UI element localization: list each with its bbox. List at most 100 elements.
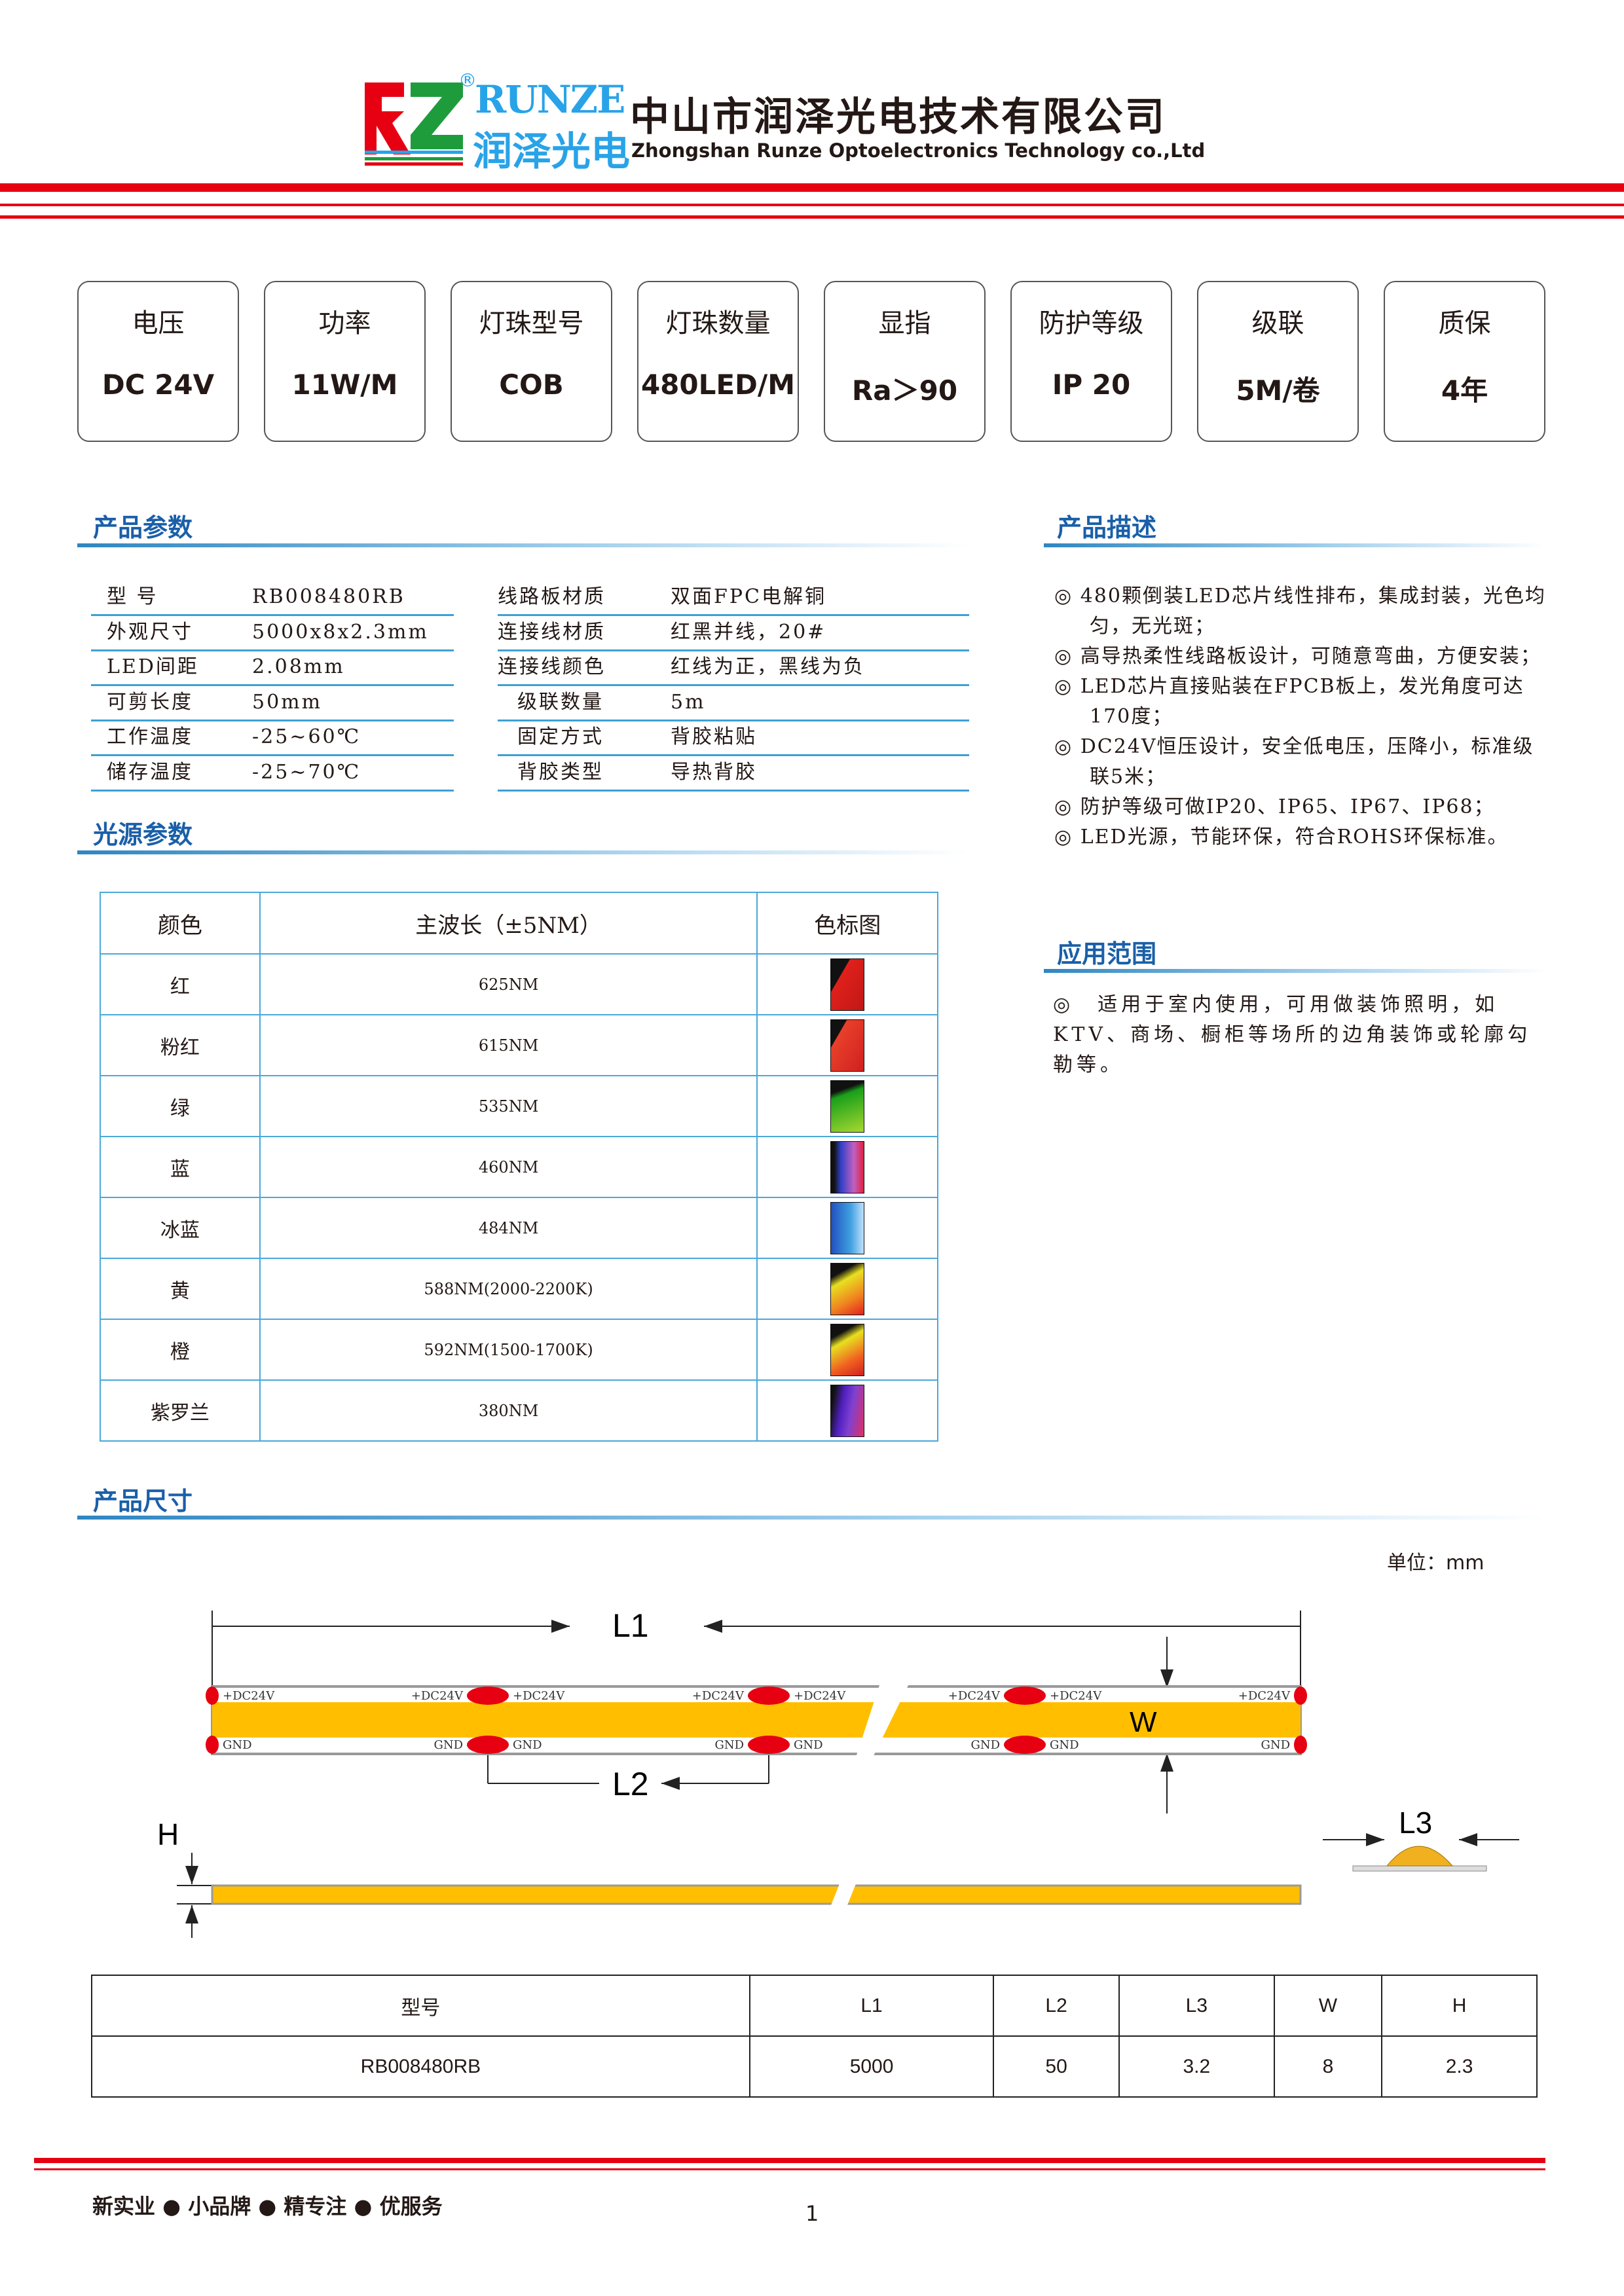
solder-pad bbox=[467, 1686, 509, 1705]
table-row: 冰蓝 484NM bbox=[100, 1197, 938, 1259]
table-cell: 8 bbox=[1273, 2035, 1383, 2098]
color-name: 紫罗兰 bbox=[100, 1379, 261, 1442]
param-row: 储存温度 -25~70℃ bbox=[91, 757, 454, 792]
color-chart-cell bbox=[756, 1197, 938, 1259]
table-row: 红 625NM bbox=[100, 953, 938, 1015]
solder-pad bbox=[206, 1736, 219, 1754]
brand-name: RUNZE bbox=[475, 77, 625, 122]
spec-label: 显指 bbox=[878, 308, 931, 338]
company-name-cn: 中山市润泽光电技术有限公司 bbox=[630, 94, 1166, 140]
footer-divider bbox=[34, 2158, 1545, 2163]
rz-logo-mark bbox=[365, 82, 463, 166]
dimension-table: 型号 L1 L2 L3 W H RB008480RB 5000 50 3.2 8 2.3 bbox=[91, 1975, 1538, 2098]
solder-pad bbox=[748, 1686, 790, 1705]
param-row: 外观尺寸 5000x8x2.3mm bbox=[91, 617, 454, 651]
color-chart-cell bbox=[756, 1136, 938, 1198]
param-value: 双面FPC电解铜 bbox=[671, 585, 826, 608]
solder-pad bbox=[1004, 1736, 1046, 1754]
table-cell: 5000 bbox=[748, 2035, 995, 2098]
pad-label: +DC24V bbox=[948, 1689, 1001, 1703]
param-row: 连接线材质 红黑并线，20# bbox=[498, 617, 969, 651]
label-h: H bbox=[157, 1817, 179, 1851]
spec-card: 电压 DC 24V bbox=[77, 281, 239, 442]
description-item: ◎ 480颗倒装LED芯片线性排布，集成封装，光色均匀，无光斑； bbox=[1054, 585, 1546, 638]
param-key: LED间距 bbox=[107, 655, 199, 678]
column-header: 型号 bbox=[91, 1975, 750, 2037]
spec-card: 级联 5M/卷 bbox=[1197, 281, 1359, 442]
wavelength: 592NM(1500-1700K) bbox=[259, 1319, 758, 1381]
param-row: LED间距 2.08mm bbox=[91, 651, 454, 686]
param-key: 型 号 bbox=[107, 585, 158, 608]
label-l3: L3 bbox=[1399, 1806, 1432, 1840]
color-name: 绿 bbox=[100, 1075, 261, 1137]
registered-mark: ® bbox=[458, 69, 477, 91]
column-header: 主波长（±5NM） bbox=[259, 892, 758, 955]
param-value: 50mm bbox=[252, 690, 323, 714]
header-divider bbox=[0, 183, 1624, 192]
param-value: 2.08mm bbox=[252, 655, 345, 678]
solder-pad bbox=[467, 1736, 509, 1754]
spec-value: 11W/M bbox=[291, 369, 398, 401]
color-chart-image bbox=[830, 1384, 865, 1437]
param-key: 外观尺寸 bbox=[107, 620, 193, 644]
color-chart-cell bbox=[756, 953, 938, 1015]
color-chart-image bbox=[830, 1201, 865, 1254]
pad-label: +DC24V bbox=[411, 1689, 464, 1703]
led-strip-side-view bbox=[211, 1879, 1302, 1912]
pad-label: GND bbox=[970, 1738, 1000, 1752]
page-number: 1 bbox=[805, 2201, 819, 2226]
header-divider bbox=[0, 204, 1624, 206]
solder-pad bbox=[1294, 1686, 1307, 1705]
color-chart-image bbox=[830, 1019, 865, 1072]
column-header: H bbox=[1381, 1975, 1538, 2037]
spec-value: 480LED/M bbox=[640, 369, 796, 401]
param-value: 导热背胶 bbox=[671, 760, 757, 784]
section-title-light: 光源参数 bbox=[93, 820, 193, 849]
column-header: W bbox=[1273, 1975, 1383, 2037]
param-value: 红线为正，黑线为负 bbox=[671, 655, 865, 678]
description-item: ◎ 防护等级可做IP20、IP65、IP67、IP68； bbox=[1054, 795, 1495, 818]
section-title-description: 产品描述 bbox=[1057, 513, 1157, 542]
section-title-dimensions: 产品尺寸 bbox=[93, 1487, 193, 1516]
param-value: 5m bbox=[671, 690, 706, 714]
color-chart-image bbox=[830, 1323, 865, 1376]
spec-label: 功率 bbox=[318, 308, 371, 338]
solder-pad bbox=[1004, 1686, 1046, 1705]
spec-value: DC 24V bbox=[101, 369, 215, 401]
spec-card: 功率 11W/M bbox=[264, 281, 426, 442]
description-list: ◎ 480颗倒装LED芯片线性排布，集成封装，光色均匀，无光斑； ◎ 高导热柔性线… bbox=[1054, 581, 1552, 852]
param-key: 背胶类型 bbox=[517, 760, 604, 784]
pad-label: +DC24V bbox=[1050, 1689, 1102, 1703]
spec-card: 灯珠数量 480LED/M bbox=[637, 281, 799, 442]
color-name: 冰蓝 bbox=[100, 1197, 261, 1259]
description-item: ◎ LED芯片直接贴装在FPCB板上，发光角度可达170度； bbox=[1054, 675, 1524, 728]
spec-value: IP 20 bbox=[1052, 369, 1131, 401]
color-chart-image bbox=[830, 1262, 865, 1315]
color-chart-cell bbox=[756, 1258, 938, 1320]
footer-divider bbox=[34, 2168, 1545, 2170]
table-row: 粉红 615NM bbox=[100, 1014, 938, 1076]
wavelength: 535NM bbox=[259, 1075, 758, 1137]
param-key: 固定方式 bbox=[517, 725, 604, 748]
table-header-row: 颜色 主波长（±5NM） 色标图 bbox=[100, 892, 938, 955]
light-source-table: 颜色 主波长（±5NM） 色标图红 625NM 粉红 615NM 绿 535NM 蓝 460NM 冰… bbox=[100, 892, 938, 1442]
wavelength: 615NM bbox=[259, 1014, 758, 1076]
section-underline bbox=[77, 850, 968, 854]
spec-label: 灯珠型号 bbox=[479, 308, 584, 338]
pad-label: +DC24V bbox=[513, 1689, 565, 1703]
pad-label: GND bbox=[434, 1738, 463, 1752]
spec-label: 灯珠数量 bbox=[665, 308, 771, 338]
pad-label: GND bbox=[1050, 1738, 1079, 1752]
table-row: 绿 535NM bbox=[100, 1075, 938, 1137]
param-row: 可剪长度 50mm bbox=[91, 687, 454, 721]
table-cell: 2.3 bbox=[1381, 2035, 1538, 2098]
spec-value: 5M/卷 bbox=[1236, 374, 1320, 407]
color-name: 黄 bbox=[100, 1258, 261, 1320]
param-key: 线路板材质 bbox=[498, 585, 606, 608]
param-row: 背胶类型 导热背胶 bbox=[498, 757, 969, 792]
pad-label: GND bbox=[794, 1738, 823, 1752]
solder-pad bbox=[748, 1736, 790, 1754]
param-row: 工作温度 -25~60℃ bbox=[91, 721, 454, 756]
param-value: 红黑并线，20# bbox=[671, 620, 826, 644]
section-title-params: 产品参数 bbox=[93, 513, 193, 542]
